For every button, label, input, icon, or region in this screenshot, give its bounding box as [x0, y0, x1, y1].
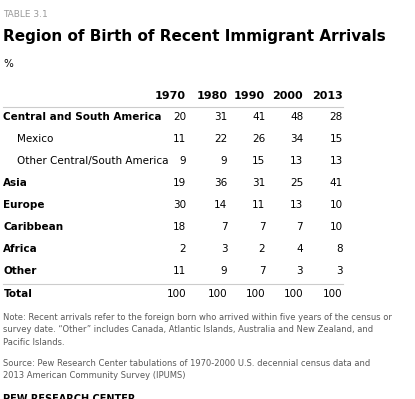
Text: 19: 19	[173, 178, 186, 188]
Text: 1980: 1980	[196, 91, 227, 101]
Text: Asia: Asia	[3, 178, 28, 188]
Text: 2000: 2000	[273, 91, 303, 101]
Text: 3: 3	[297, 266, 303, 276]
Text: 1970: 1970	[155, 91, 186, 101]
Text: 2013: 2013	[312, 91, 343, 101]
Text: 11: 11	[252, 200, 265, 209]
Text: 4: 4	[297, 243, 303, 254]
Text: Africa: Africa	[3, 243, 38, 254]
Text: 14: 14	[214, 200, 227, 209]
Text: 9: 9	[221, 156, 227, 166]
Text: 13: 13	[330, 156, 343, 166]
Text: 9: 9	[179, 156, 186, 166]
Text: 9: 9	[221, 266, 227, 276]
Text: 26: 26	[252, 134, 265, 144]
Text: 31: 31	[252, 178, 265, 188]
Text: TABLE 3.1: TABLE 3.1	[3, 10, 48, 19]
Text: 100: 100	[283, 289, 303, 299]
Text: 7: 7	[259, 266, 265, 276]
Text: 41: 41	[330, 178, 343, 188]
Text: Mexico: Mexico	[17, 134, 54, 144]
Text: 2: 2	[179, 243, 186, 254]
Text: 15: 15	[252, 156, 265, 166]
Text: 28: 28	[330, 112, 343, 122]
Text: 7: 7	[297, 221, 303, 231]
Text: 10: 10	[330, 200, 343, 209]
Text: Total: Total	[3, 289, 32, 299]
Text: 18: 18	[173, 221, 186, 231]
Text: Source: Pew Research Center tabulations of 1970-2000 U.S. decennial census data : Source: Pew Research Center tabulations …	[3, 359, 371, 380]
Text: 3: 3	[221, 243, 227, 254]
Text: 1990: 1990	[234, 91, 265, 101]
Text: 20: 20	[173, 112, 186, 122]
Text: 15: 15	[330, 134, 343, 144]
Text: 30: 30	[173, 200, 186, 209]
Text: 48: 48	[290, 112, 303, 122]
Text: 2: 2	[259, 243, 265, 254]
Text: 34: 34	[290, 134, 303, 144]
Text: 11: 11	[173, 134, 186, 144]
Text: 7: 7	[221, 221, 227, 231]
Text: %: %	[3, 59, 13, 69]
Text: 100: 100	[208, 289, 227, 299]
Text: 22: 22	[214, 134, 227, 144]
Text: Europe: Europe	[3, 200, 45, 209]
Text: Central and South America: Central and South America	[3, 112, 162, 122]
Text: 100: 100	[246, 289, 265, 299]
Text: 36: 36	[214, 178, 227, 188]
Text: 100: 100	[166, 289, 186, 299]
Text: Note: Recent arrivals refer to the foreign born who arrived within five years of: Note: Recent arrivals refer to the forei…	[3, 313, 392, 347]
Text: 41: 41	[252, 112, 265, 122]
Text: 13: 13	[290, 200, 303, 209]
Text: 31: 31	[214, 112, 227, 122]
Text: PEW RESEARCH CENTER: PEW RESEARCH CENTER	[3, 394, 136, 399]
Text: 25: 25	[290, 178, 303, 188]
Text: Other: Other	[3, 266, 37, 276]
Text: 13: 13	[290, 156, 303, 166]
Text: 10: 10	[330, 221, 343, 231]
Text: 11: 11	[173, 266, 186, 276]
Text: Other Central/South America: Other Central/South America	[17, 156, 169, 166]
Text: 100: 100	[323, 289, 343, 299]
Text: Region of Birth of Recent Immigrant Arrivals: Region of Birth of Recent Immigrant Arri…	[3, 29, 386, 44]
Text: 3: 3	[336, 266, 343, 276]
Text: 8: 8	[336, 243, 343, 254]
Text: 7: 7	[259, 221, 265, 231]
Text: Caribbean: Caribbean	[3, 221, 63, 231]
